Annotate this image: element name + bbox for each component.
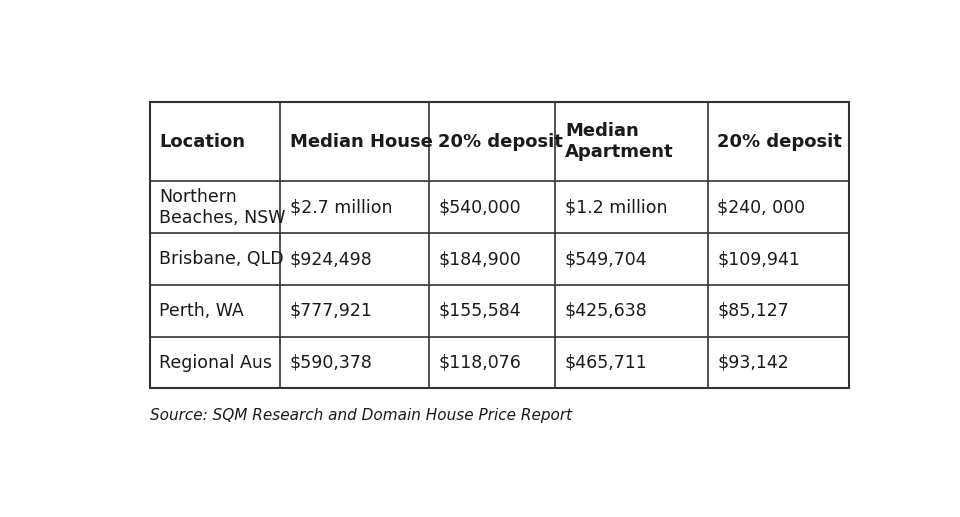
Text: $425,638: $425,638 bbox=[564, 302, 648, 320]
Text: $540,000: $540,000 bbox=[439, 199, 521, 216]
Text: $109,941: $109,941 bbox=[717, 250, 801, 268]
Text: $184,900: $184,900 bbox=[439, 250, 521, 268]
Text: $924,498: $924,498 bbox=[290, 250, 372, 268]
Text: Median
Apartment: Median Apartment bbox=[564, 122, 674, 161]
Text: $240, 000: $240, 000 bbox=[717, 199, 805, 216]
Text: $2.7 million: $2.7 million bbox=[290, 199, 392, 216]
Text: Northern
Beaches, NSW: Northern Beaches, NSW bbox=[159, 188, 286, 227]
Text: Perth, WA: Perth, WA bbox=[159, 302, 244, 320]
Text: Regional Aus: Regional Aus bbox=[159, 354, 273, 372]
Text: 20% deposit: 20% deposit bbox=[439, 133, 564, 150]
Text: Median House: Median House bbox=[290, 133, 433, 150]
Bar bbox=[150, 102, 849, 388]
Text: $118,076: $118,076 bbox=[439, 354, 521, 372]
Text: $155,584: $155,584 bbox=[439, 302, 521, 320]
Text: $777,921: $777,921 bbox=[290, 302, 372, 320]
Text: $85,127: $85,127 bbox=[717, 302, 789, 320]
Text: 20% deposit: 20% deposit bbox=[717, 133, 842, 150]
Text: $1.2 million: $1.2 million bbox=[564, 199, 667, 216]
Text: $93,142: $93,142 bbox=[717, 354, 789, 372]
Text: Location: Location bbox=[159, 133, 246, 150]
Text: Brisbane, QLD: Brisbane, QLD bbox=[159, 250, 284, 268]
Text: $465,711: $465,711 bbox=[564, 354, 648, 372]
Text: Source: SQM Research and Domain House Price Report: Source: SQM Research and Domain House Pr… bbox=[150, 408, 572, 423]
Text: $549,704: $549,704 bbox=[564, 250, 648, 268]
Text: $590,378: $590,378 bbox=[290, 354, 372, 372]
